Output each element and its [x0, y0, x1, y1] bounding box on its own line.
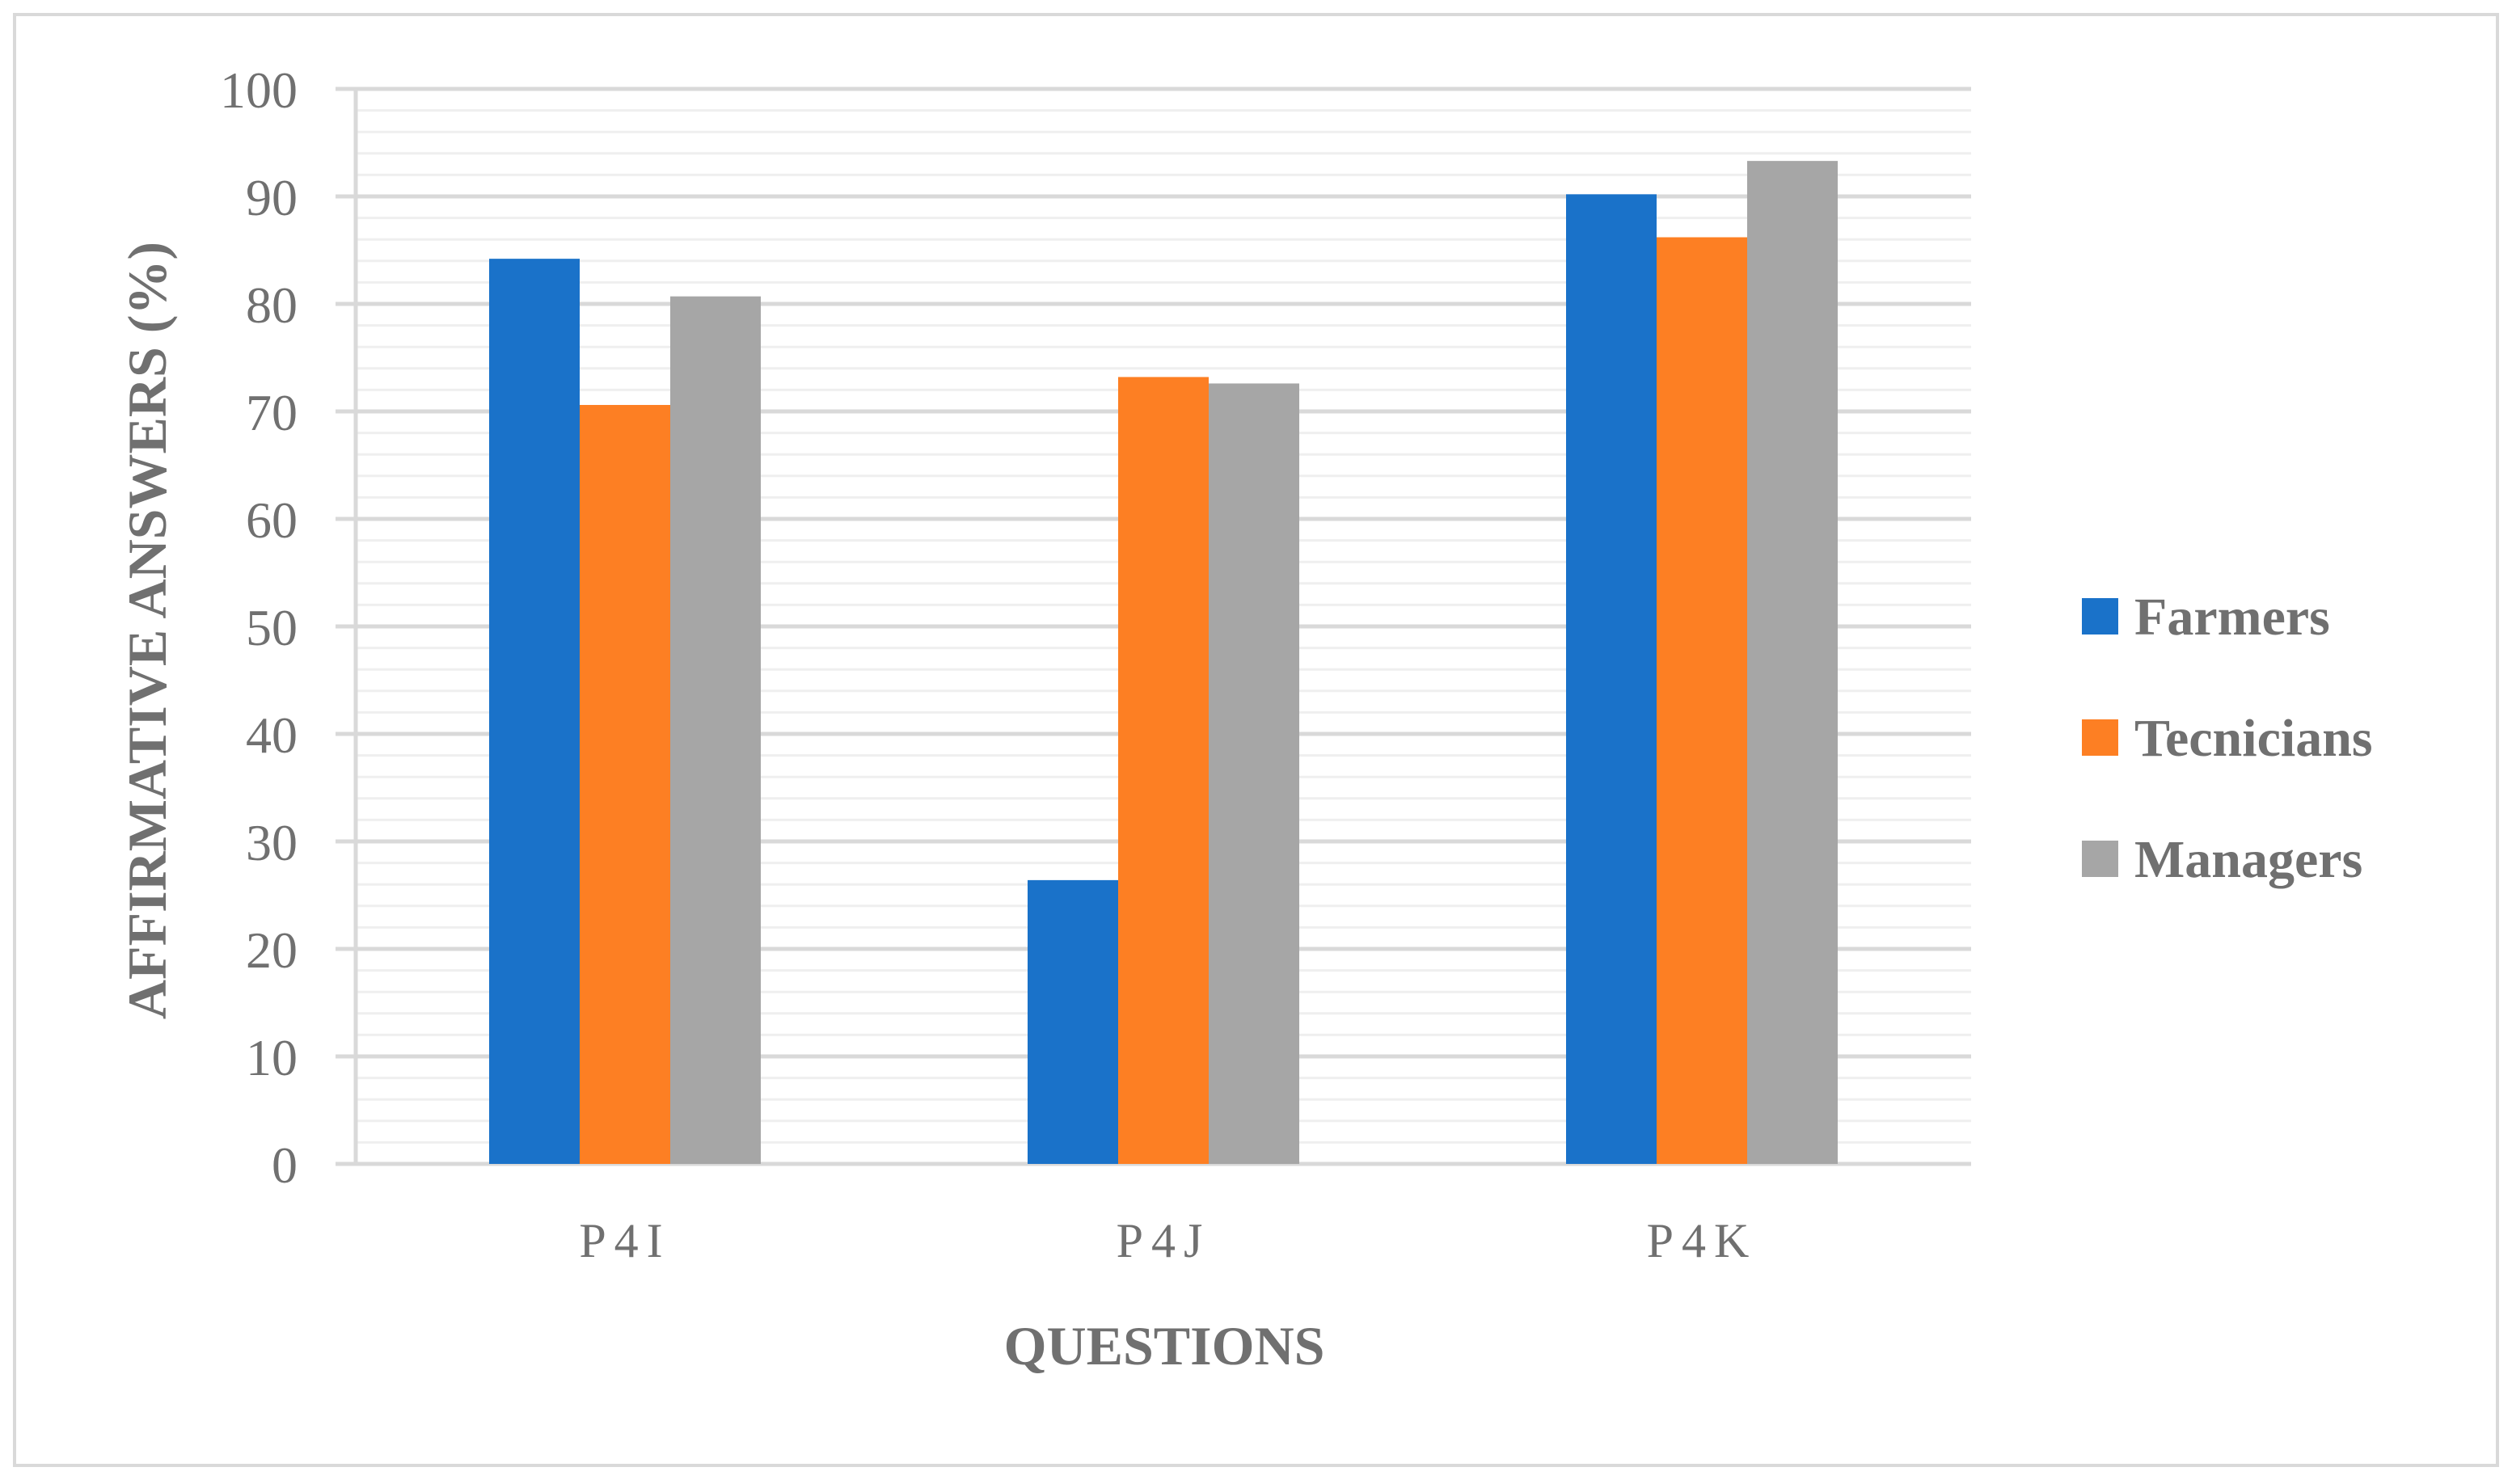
y-tick-label: 0 [272, 1136, 298, 1194]
legend: Farmers Tecnicians Managers [2082, 588, 2373, 889]
bar-farmers-p4i [489, 259, 580, 1164]
y-tick-label: 50 [246, 599, 298, 656]
legend-swatch-managers [2082, 841, 2118, 877]
y-tick-label: 20 [246, 921, 298, 979]
legend-swatch-tecnicians [2082, 719, 2118, 756]
bar-tecnicians-p4k [1657, 237, 1747, 1164]
bar-farmers-p4k [1566, 194, 1657, 1165]
y-tick-label: 60 [246, 491, 298, 549]
axes-layer: 0 10 20 30 40 50 60 70 80 90 100 P4I P4J P4K [220, 61, 1758, 1267]
y-tick-label: 10 [246, 1029, 298, 1086]
legend-label-tecnicians: Tecnicians [2134, 709, 2373, 768]
y-tick-label: 40 [246, 706, 298, 764]
bar-tecnicians-p4i [580, 405, 670, 1164]
x-axis-title: QUESTIONS [1004, 1315, 1325, 1376]
y-tick-label: 30 [246, 814, 298, 871]
legend-label-managers: Managers [2134, 830, 2362, 889]
x-tick-label: P4K [1647, 1214, 1758, 1267]
y-tick-label: 100 [220, 61, 298, 119]
y-tick-label: 70 [246, 384, 298, 441]
bar-managers-p4j [1209, 383, 1299, 1164]
x-tick-label: P4I [579, 1214, 670, 1267]
bar-tecnicians-p4j [1118, 377, 1209, 1164]
bar-managers-p4k [1747, 161, 1838, 1165]
bar-farmers-p4j [1028, 879, 1118, 1164]
y-tick-label: 80 [246, 276, 298, 334]
legend-swatch-farmers [2082, 598, 2118, 634]
bars-layer [489, 161, 1838, 1165]
legend-label-farmers: Farmers [2134, 588, 2330, 647]
bar-managers-p4i [670, 296, 761, 1165]
x-tick-label: P4J [1117, 1214, 1211, 1267]
y-axis-title: AFFIRMATIVE ANSWERS (%) [116, 242, 178, 1019]
y-tick-label: 90 [246, 169, 298, 226]
